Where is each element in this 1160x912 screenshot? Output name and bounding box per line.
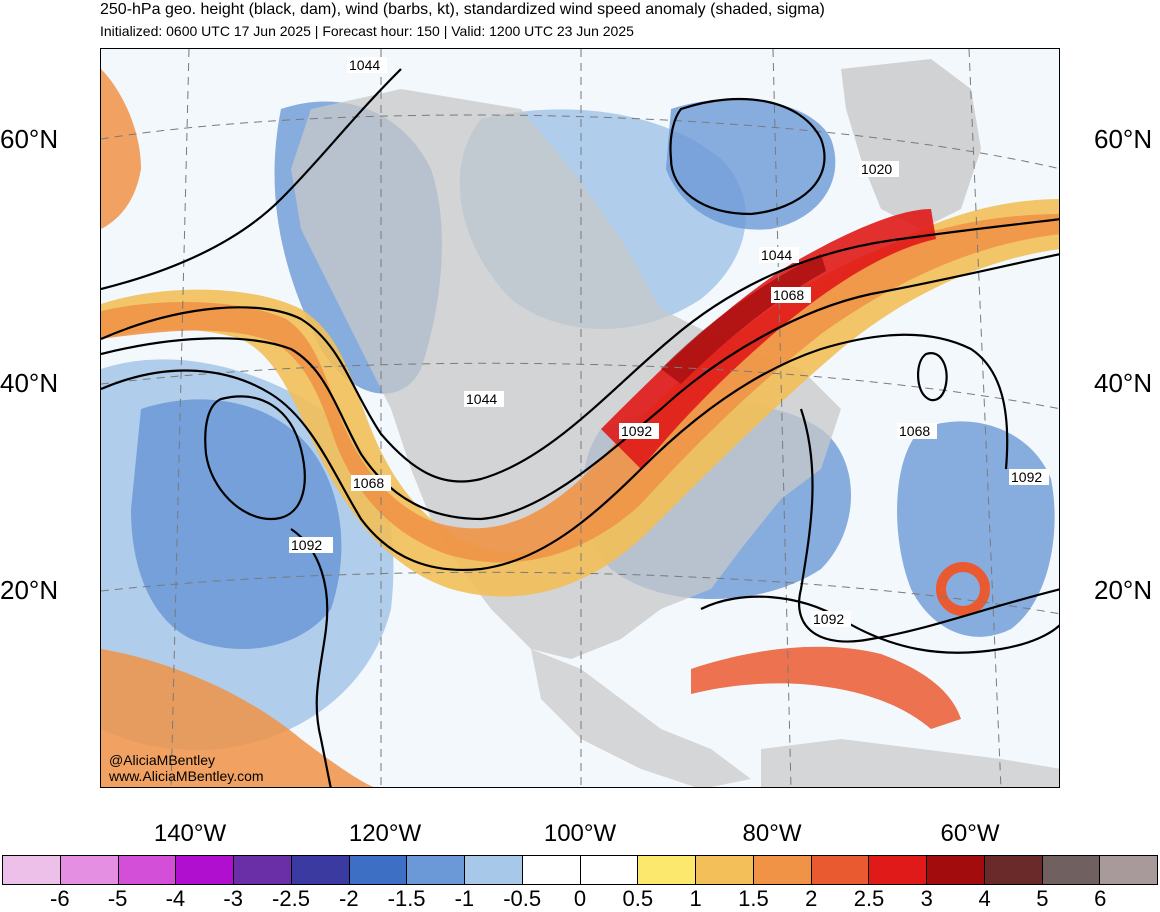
colorbar-swatch <box>60 856 119 884</box>
colorbar-tick-label: -1.5 <box>387 886 426 911</box>
colorbar-swatch <box>869 856 927 884</box>
lat-label-20-left: 20°N <box>0 575 59 605</box>
colorbar-tick-label: -3 <box>223 886 243 911</box>
contour-labels: 1044 1020 1044 1068 1044 1092 1068 1068 … <box>289 57 1049 627</box>
colorbar-swatch <box>118 856 177 884</box>
map-canvas: 1044 1020 1044 1068 1044 1092 1068 1068 … <box>101 49 1059 787</box>
contour-label-1068-jet: 1068 <box>773 287 804 303</box>
contour-1092 <box>290 528 332 787</box>
colorbar-tick-label: 5 <box>1036 886 1049 911</box>
colorbar-swatch <box>1042 856 1101 884</box>
lon-label-140w: 140°W <box>153 820 227 847</box>
credit-handle: @AliciaMBentley <box>109 752 215 768</box>
contour-1092-east <box>798 408 1059 643</box>
chart-title: 250-hPa geo. height (black, dam), wind (… <box>100 1 825 18</box>
lat-label-60-right: 60°N <box>1094 124 1153 154</box>
contour-label-1020: 1020 <box>861 161 892 177</box>
contour-1044-north <box>101 68 402 291</box>
colorbar-swatch <box>3 856 61 884</box>
jet-core-northeast <box>601 209 936 469</box>
colorbar-tick-label: -0.5 <box>503 886 542 911</box>
contour-1044-jet <box>101 218 1059 483</box>
contour-low-pacific <box>204 395 306 521</box>
colorbar-tick-label: 0 <box>573 886 587 911</box>
contour-label-1068-west: 1068 <box>353 475 384 491</box>
colorbar-tick-label: 2 <box>805 886 818 911</box>
land-north-america <box>291 89 841 659</box>
colorbar-swatch <box>696 856 754 884</box>
colorbar-swatch <box>927 856 985 884</box>
colorbar-swatch <box>349 856 408 884</box>
anomaly-ring-atlantic <box>936 562 990 616</box>
credit-website: www.AliciaMBentley.com <box>108 768 264 784</box>
colorbar-tick-label: 3 <box>920 886 933 911</box>
lat-label-60-left: 60°N <box>0 124 59 154</box>
colorbar-swatch <box>984 856 1043 884</box>
jet-core-max <box>661 254 826 384</box>
contour-label-1092-caribbean: 1092 <box>813 611 844 627</box>
colorbar-swatch <box>176 856 234 884</box>
anomaly-colorbar <box>2 855 1158 885</box>
lat-label-20-right: 20°N <box>1094 575 1153 605</box>
contour-label-1044-jet: 1044 <box>761 247 792 263</box>
chart-subtitle: Initialized: 0600 UTC 17 Jun 2025 | Fore… <box>100 23 634 39</box>
colorbar-tick-label: -5 <box>107 886 128 911</box>
colorbar-swatch <box>522 856 581 884</box>
contour-low-atlantic <box>917 352 948 402</box>
colorbar-swatch <box>811 856 870 884</box>
land-south-america <box>761 739 1059 787</box>
lon-label-80w: 80°W <box>742 820 802 847</box>
colorbar-swatch <box>580 856 639 884</box>
colorbar-tick-label: -2 <box>339 886 359 911</box>
lon-label-120w: 120°W <box>348 820 422 847</box>
contour-1068-jet <box>101 253 1059 521</box>
contour-label-1044-north: 1044 <box>349 57 380 73</box>
negative-anomaly-pacific-core <box>131 399 342 649</box>
colorbar-swatch <box>753 856 812 884</box>
contour-1020-greenland <box>669 97 826 216</box>
contour-label-1092-central: 1092 <box>621 423 652 439</box>
colorbar-swatch <box>407 856 465 884</box>
negative-anomaly-greenland <box>666 99 836 230</box>
colorbar-tick-label: 1.5 <box>738 886 769 911</box>
colorbar-swatch <box>291 856 350 884</box>
contour-ridge-caribbean <box>700 595 1059 654</box>
land-central-america <box>531 649 751 787</box>
contour-1068-south <box>101 333 1009 571</box>
colorbar-tick-label: -6 <box>50 886 70 911</box>
lon-label-60w: 60°W <box>940 820 1000 847</box>
jet-streak-west-alaska <box>101 69 141 229</box>
colorbar-tick-label: 4 <box>978 886 991 911</box>
colorbar-tick-label: -2.5 <box>272 886 310 911</box>
colorbar-swatch <box>234 856 292 884</box>
graticule <box>101 49 1059 787</box>
colorbar-tick-label: 6 <box>1094 886 1107 911</box>
jet-streak-caribbean <box>691 646 961 729</box>
colorbar-tick-label: 2.5 <box>853 886 885 911</box>
jet-streak-southwest <box>101 649 374 787</box>
colorbar-tick-label: -1 <box>454 886 475 911</box>
land-greenland <box>841 59 981 229</box>
jet-streak-pacific-core <box>101 214 1059 563</box>
lon-label-100w: 100°W <box>543 820 617 847</box>
colorbar-swatch <box>465 856 523 884</box>
contour-label-1092-atlantic: 1092 <box>1011 469 1042 485</box>
contour-label-1044-west: 1044 <box>466 391 497 407</box>
colorbar-tick-label: 1 <box>689 886 702 911</box>
colorbar-tick-label: 0.5 <box>622 886 654 911</box>
contour-label-1092-pacific: 1092 <box>291 537 322 553</box>
colorbar-swatch <box>638 856 696 884</box>
colorbar-tick-label: -4 <box>165 886 186 911</box>
contour-label-1068-east: 1068 <box>899 423 930 439</box>
colorbar-swatch <box>1100 856 1157 884</box>
lat-label-40-right: 40°N <box>1094 368 1153 398</box>
weather-map: 1044 1020 1044 1068 1044 1092 1068 1068 … <box>100 48 1060 788</box>
lat-label-40-left: 40°N <box>0 368 59 398</box>
height-contours <box>101 68 1059 787</box>
